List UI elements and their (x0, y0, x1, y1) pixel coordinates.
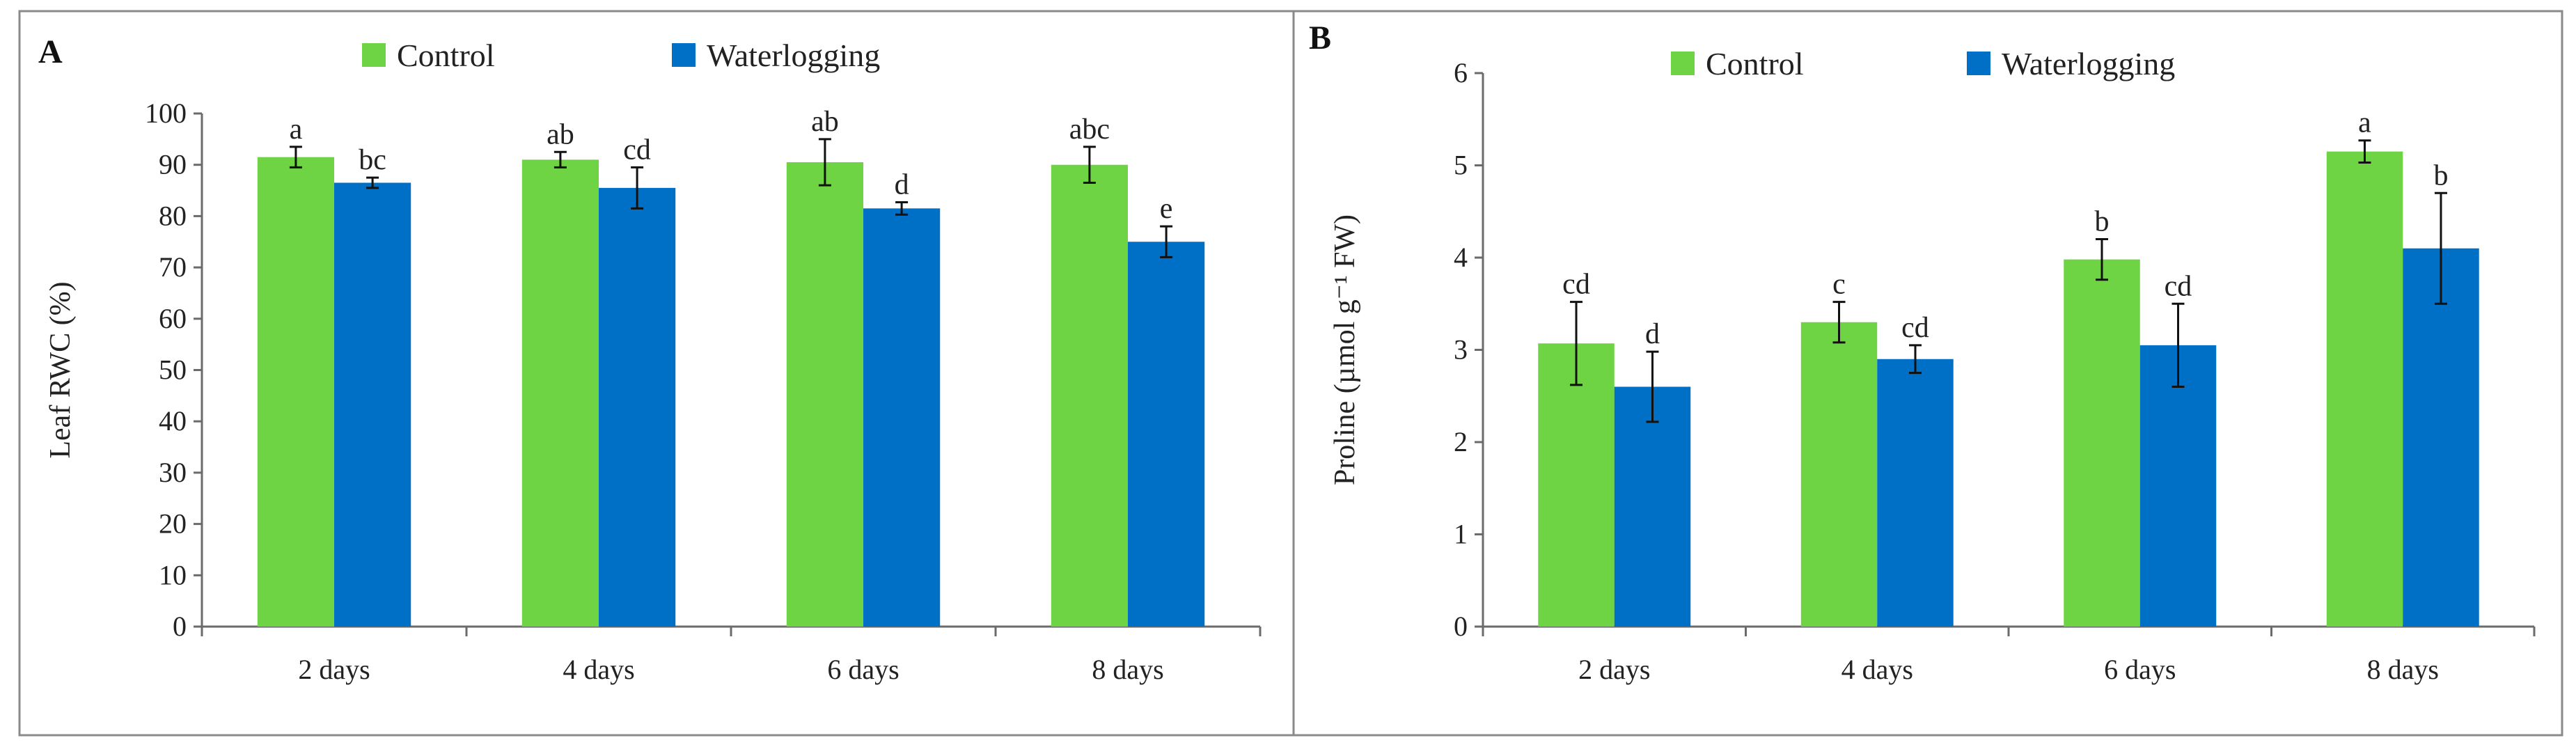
y-tick-label: 6 (1454, 57, 1468, 88)
y-tick-label: 0 (1454, 611, 1468, 642)
significance-label: abc (1069, 113, 1110, 146)
legend-swatch-control (1671, 52, 1695, 75)
significance-label: d (1645, 318, 1660, 350)
y-tick-label: 90 (159, 149, 187, 180)
legend-label-waterlogging: Waterlogging (707, 38, 880, 73)
y-tick-label: 5 (1454, 150, 1468, 181)
y-tick-label: 70 (159, 251, 187, 283)
bar-waterlogging-4-days (599, 187, 676, 627)
x-tick-label: 4 days (563, 654, 634, 685)
panel-a: A Leaf RWC (%) 0 10 20 30 40 50 60 70 80 90 100 2 day… (38, 33, 1262, 685)
bar-control-8-days (1051, 164, 1128, 627)
y-axis-title: Proline (µmol g⁻¹ FW) (1329, 214, 1361, 485)
bar-control-2-days (1538, 343, 1615, 627)
bar-control-6-days (786, 162, 863, 627)
legend-swatch-waterlogging (1967, 52, 1990, 75)
significance-label: e (1160, 193, 1173, 225)
bar-waterlogging-6-days (2139, 345, 2217, 627)
y-tick-label: 50 (159, 354, 187, 386)
legend-swatch-waterlogging (672, 43, 696, 67)
bar-control-6-days (2064, 259, 2140, 627)
bar-control-4-days (1800, 322, 1878, 627)
x-tick-label: 2 days (298, 654, 370, 685)
bar-control-2-days (257, 157, 334, 627)
y-tick-label: 1 (1454, 519, 1468, 550)
significance-label: c (1832, 269, 1846, 301)
significance-label: bc (359, 144, 386, 176)
bar-waterlogging-8-days (2403, 248, 2479, 627)
y-tick-label: 4 (1454, 242, 1468, 273)
significance-label: cd (1562, 269, 1590, 301)
y-tick-label: 2 (1454, 426, 1468, 457)
y-tick-label: 80 (159, 200, 187, 231)
y-axis-title: Leaf RWC (%) (45, 281, 77, 458)
y-tick-label: 30 (159, 457, 187, 488)
significance-label: ab (547, 118, 574, 150)
significance-label: cd (623, 134, 651, 166)
bar-waterlogging-2-days (1614, 386, 1691, 627)
x-tick-label: 2 days (1578, 654, 1650, 685)
x-tick-label: 6 days (2104, 654, 2176, 685)
legend-label-control: Control (1706, 46, 1804, 81)
y-tick-label: 0 (173, 611, 187, 642)
bar-control-8-days (2326, 151, 2403, 627)
x-tick-label: 8 days (1092, 654, 1163, 685)
y-tick-label: 100 (145, 97, 187, 129)
y-tick-label: 10 (159, 559, 187, 590)
y-tick-label: 20 (159, 508, 187, 540)
panel-label: A (38, 33, 63, 70)
significance-label: b (2095, 206, 2110, 238)
panel-b: B Proline (µmol g⁻¹ FW) 0 1 2 3 4 5 6 2 days cd d 4 … (1309, 19, 2536, 685)
panel-label: B (1309, 19, 1331, 56)
legend-label-waterlogging: Waterlogging (2002, 46, 2175, 81)
y-tick-label: 60 (159, 303, 187, 334)
significance-label: a (2358, 107, 2371, 139)
legend-swatch-control (362, 43, 386, 67)
significance-label: d (895, 169, 909, 201)
bar-control-4-days (521, 159, 599, 627)
significance-label: cd (1901, 312, 1929, 344)
bar-waterlogging-2-days (334, 182, 411, 627)
significance-label: ab (811, 106, 839, 138)
x-tick-label: 6 days (827, 654, 899, 685)
panel-b-frame (1292, 10, 2563, 737)
x-tick-label: 4 days (1841, 654, 1913, 685)
bar-waterlogging-4-days (1877, 359, 1954, 627)
bar-waterlogging-8-days (1128, 242, 1205, 627)
legend-label-control: Control (397, 38, 495, 73)
x-tick-label: 8 days (2367, 654, 2439, 685)
significance-label: a (290, 113, 303, 146)
significance-label: cd (2165, 270, 2192, 302)
significance-label: b (2433, 159, 2448, 191)
y-tick-label: 3 (1454, 334, 1468, 366)
y-tick-label: 40 (159, 405, 187, 437)
bar-waterlogging-6-days (863, 208, 941, 627)
